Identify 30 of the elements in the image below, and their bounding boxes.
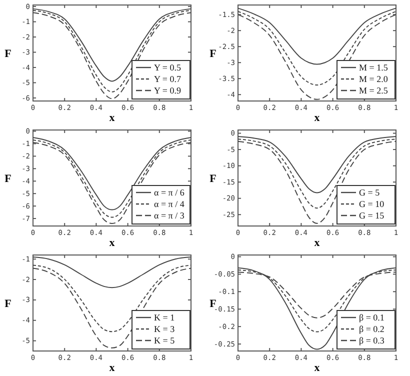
x-axis-title: x bbox=[109, 237, 116, 249]
legend-label: β = 0.3 bbox=[359, 336, 385, 346]
x-axis-title: x bbox=[314, 362, 320, 374]
legend-label: M = 1.5 bbox=[359, 62, 388, 72]
legend-label: Υ = 0.5 bbox=[154, 62, 182, 72]
legend-label: α = π / 3 bbox=[154, 210, 185, 220]
y-axis-title: F bbox=[210, 48, 217, 60]
legend-label: β = 0.2 bbox=[359, 324, 384, 334]
legend-label: α = π / 4 bbox=[154, 199, 185, 209]
legend-label: K = 1 bbox=[154, 312, 175, 322]
legend-label: G = 10 bbox=[359, 199, 385, 209]
x-axis-title: x bbox=[314, 112, 320, 124]
y-axis-title: F bbox=[210, 173, 217, 185]
y-axis-title: F bbox=[4, 48, 12, 60]
y-axis-title: F bbox=[4, 298, 12, 310]
y-axis-title: F bbox=[210, 298, 217, 310]
x-axis-title: x bbox=[314, 237, 320, 249]
legend-label: M = 2.0 bbox=[359, 74, 388, 84]
legend-label: α = π / 6 bbox=[154, 188, 185, 198]
y-axis-title: F bbox=[4, 173, 12, 185]
legend-label: Υ = 0.7 bbox=[154, 74, 182, 84]
legend-label: Υ = 0.9 bbox=[154, 86, 182, 96]
x-axis-title: x bbox=[109, 362, 116, 374]
legend-label: G = 15 bbox=[359, 210, 385, 220]
x-axis-title: x bbox=[109, 112, 116, 124]
legend-label: K = 5 bbox=[154, 336, 176, 346]
legend-label: G = 5 bbox=[359, 188, 380, 198]
legend-label: K = 3 bbox=[154, 324, 176, 334]
legend-label: M = 2.5 bbox=[359, 86, 388, 96]
legend-label: β = 0.1 bbox=[359, 312, 384, 322]
